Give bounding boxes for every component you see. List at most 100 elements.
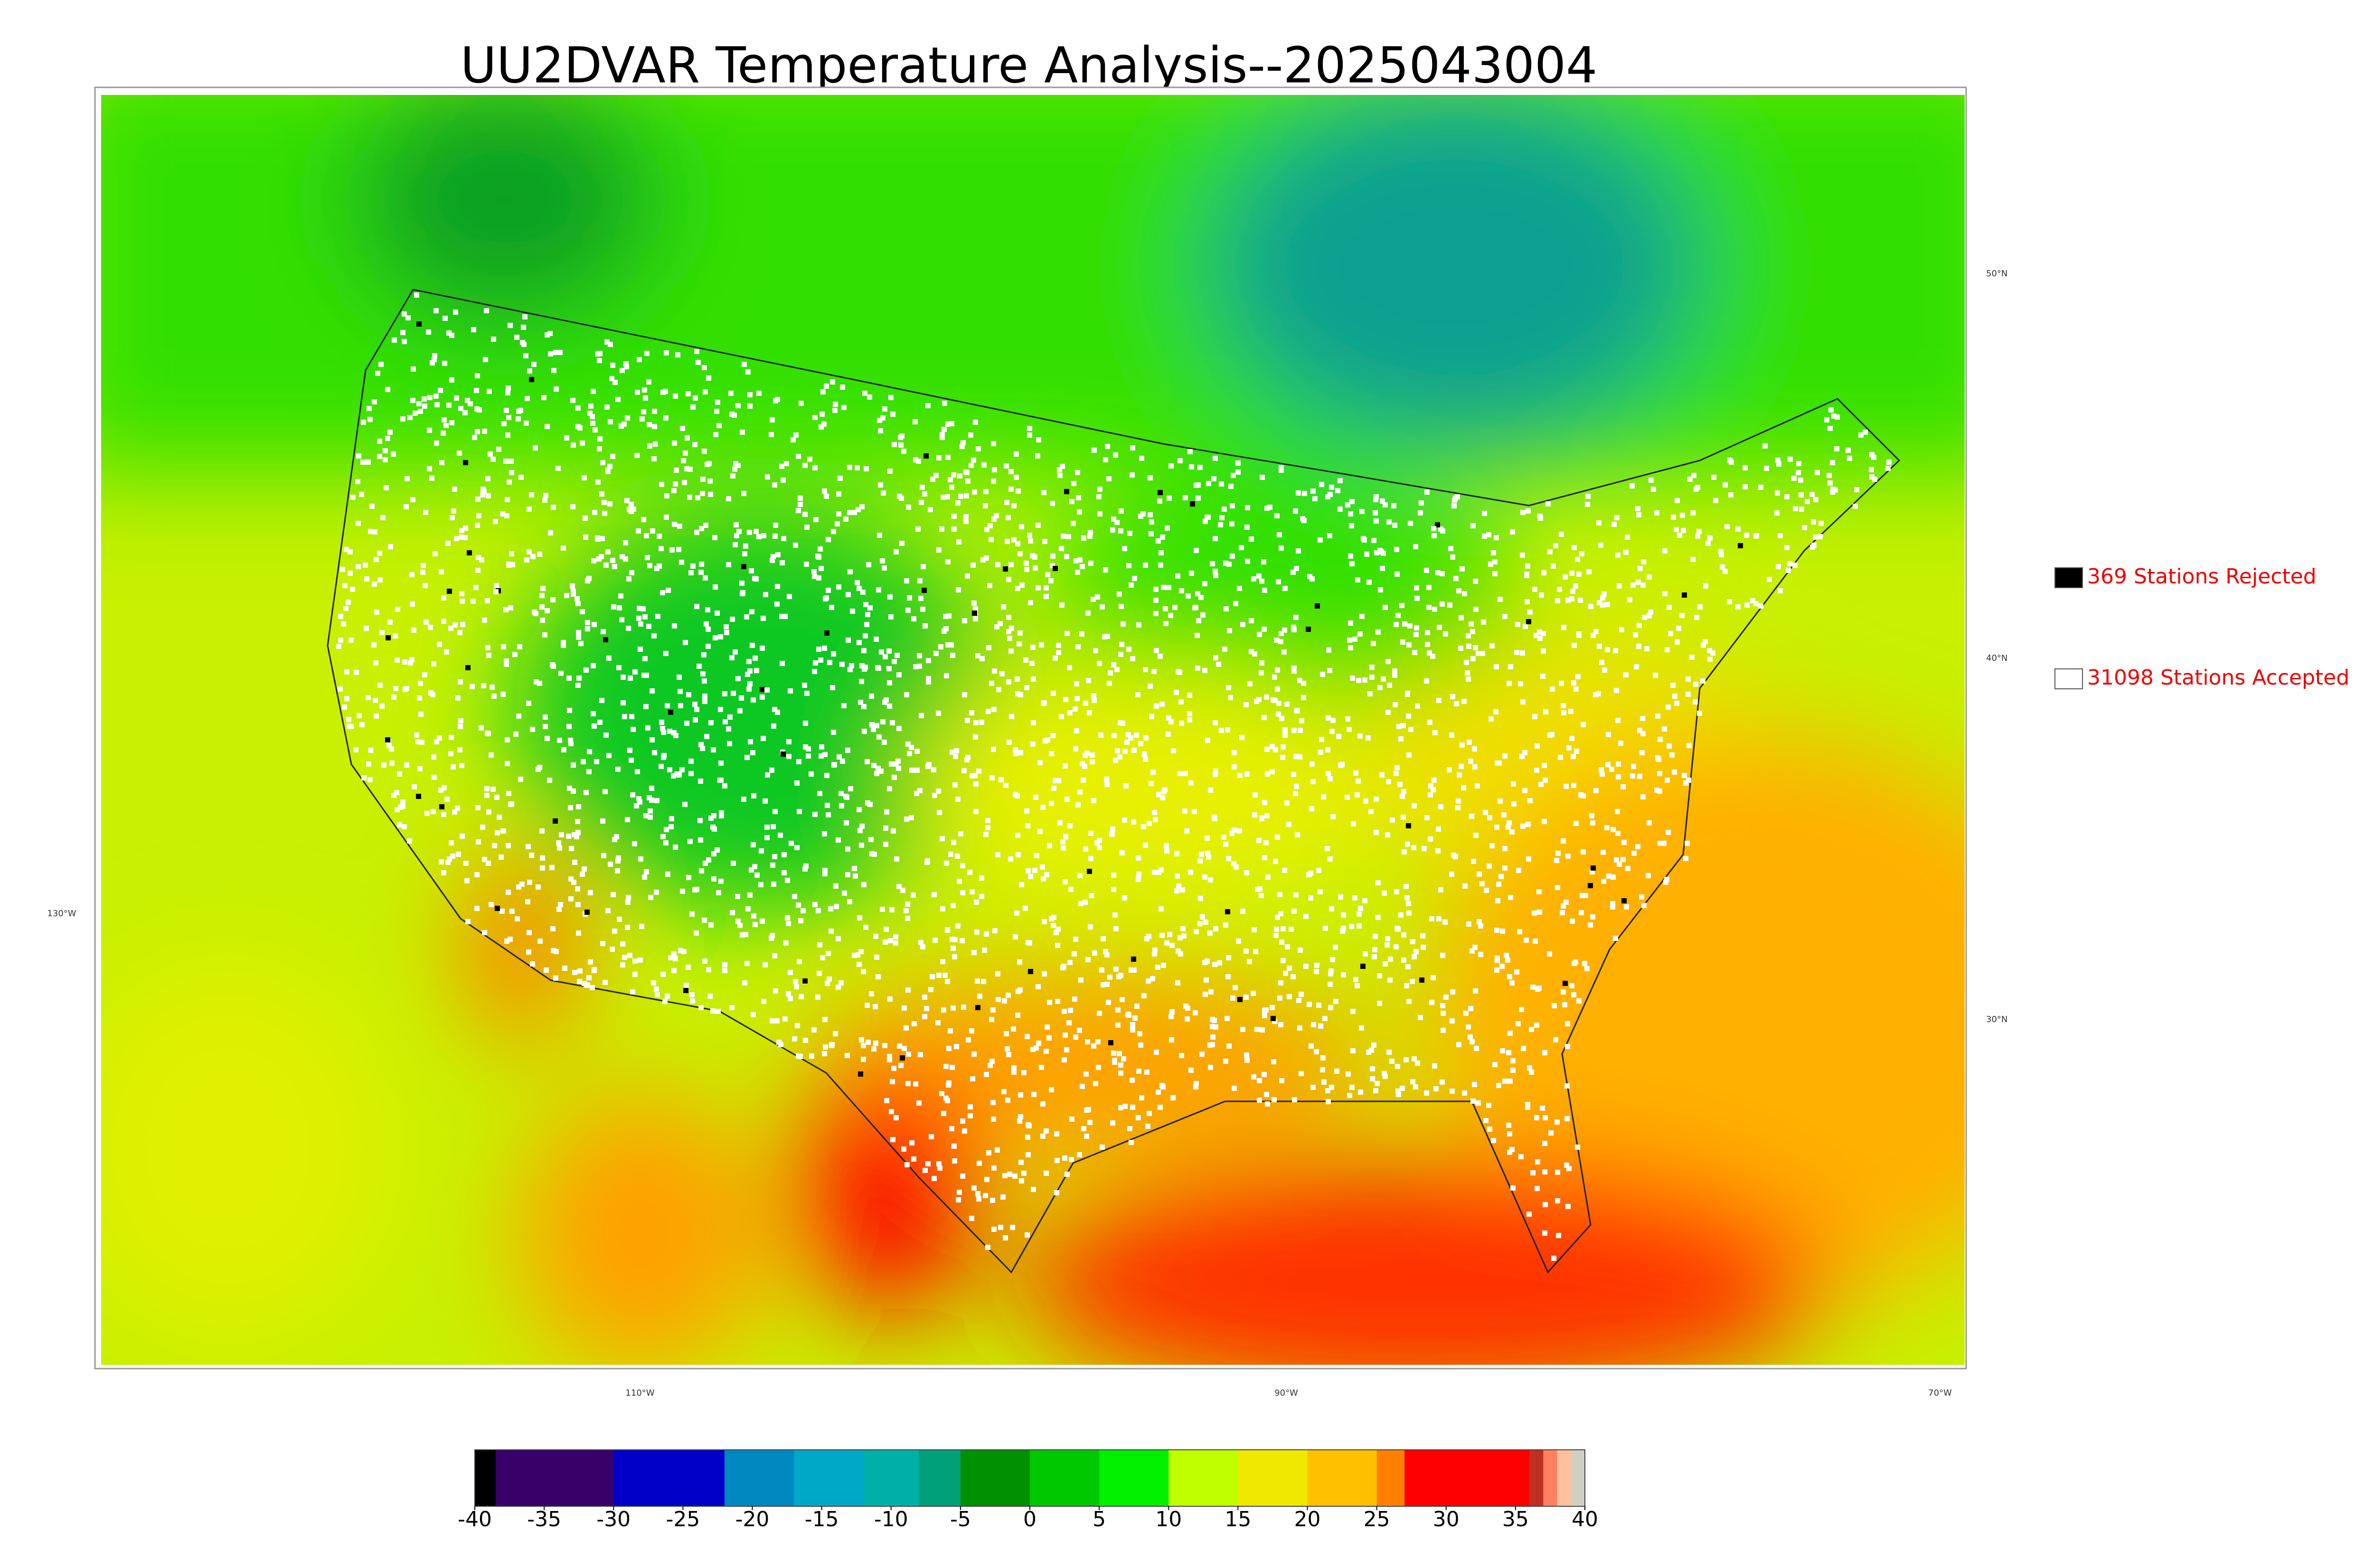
station-dot bbox=[562, 966, 567, 971]
station-dot bbox=[1279, 465, 1284, 470]
station-dot bbox=[718, 707, 723, 712]
station-dot bbox=[948, 477, 953, 482]
station-dot bbox=[1041, 490, 1046, 495]
station-dot bbox=[604, 404, 610, 410]
colorbar-tick-label: 0 bbox=[1023, 1507, 1036, 1531]
station-dot bbox=[384, 485, 389, 490]
station-dot bbox=[690, 404, 696, 410]
station-dot bbox=[491, 694, 497, 699]
station-dot bbox=[1479, 881, 1485, 886]
station-dot bbox=[1494, 967, 1499, 973]
station-dot bbox=[604, 339, 610, 345]
station-dot bbox=[1672, 694, 1677, 699]
station-dot bbox=[857, 915, 862, 920]
station-dot bbox=[1500, 1048, 1505, 1053]
station-dot bbox=[624, 364, 629, 369]
station-dot bbox=[1225, 974, 1231, 979]
station-dot bbox=[890, 1137, 895, 1142]
station-dot bbox=[772, 534, 778, 539]
station-dot bbox=[1297, 1025, 1302, 1031]
station-dot bbox=[733, 542, 738, 547]
station-dot bbox=[918, 940, 923, 945]
station-dot bbox=[564, 593, 569, 598]
station-dot bbox=[951, 526, 957, 532]
station-dot bbox=[474, 388, 479, 393]
station-dot bbox=[551, 948, 556, 953]
station-dot bbox=[1802, 525, 1807, 530]
station-dot bbox=[1492, 571, 1498, 576]
station-dot bbox=[664, 515, 669, 520]
station-dot bbox=[459, 535, 464, 540]
station-dot bbox=[600, 460, 605, 465]
station-dot bbox=[1373, 934, 1378, 939]
station-dot bbox=[878, 482, 883, 488]
station-dot bbox=[732, 413, 737, 418]
station-dot bbox=[1170, 1095, 1176, 1100]
station-dot bbox=[550, 926, 556, 931]
station-dot bbox=[577, 979, 582, 984]
station-dot bbox=[1077, 509, 1082, 515]
station-dot bbox=[570, 583, 575, 589]
station-dot bbox=[590, 421, 595, 426]
station-dot bbox=[1098, 732, 1103, 738]
station-dot bbox=[1418, 1015, 1423, 1020]
station-dot bbox=[385, 737, 390, 742]
station-dot bbox=[873, 934, 878, 939]
station-dot bbox=[698, 1005, 704, 1010]
station-dot bbox=[610, 558, 615, 563]
station-dot bbox=[386, 635, 391, 640]
station-dot bbox=[706, 644, 711, 649]
station-dot bbox=[1135, 692, 1140, 697]
station-dot bbox=[464, 878, 470, 883]
station-dot bbox=[1018, 1114, 1023, 1119]
station-dot bbox=[1075, 570, 1080, 575]
station-dot bbox=[954, 748, 959, 753]
station-dot bbox=[1200, 612, 1206, 618]
station-dot bbox=[592, 622, 597, 627]
station-dot bbox=[1064, 1047, 1069, 1052]
station-dot bbox=[1572, 545, 1577, 550]
station-dot bbox=[1561, 710, 1566, 715]
station-dot bbox=[1074, 681, 1079, 686]
station-dot bbox=[1374, 797, 1379, 802]
station-dot bbox=[1080, 564, 1085, 569]
station-dot bbox=[1366, 580, 1372, 585]
station-dot bbox=[679, 560, 684, 565]
station-dot bbox=[802, 978, 808, 984]
station-dot bbox=[1253, 792, 1258, 798]
station-dot bbox=[911, 1156, 916, 1162]
station-dot bbox=[1349, 924, 1354, 929]
station-dot bbox=[940, 959, 945, 964]
station-dot bbox=[876, 587, 881, 592]
station-dot bbox=[1701, 643, 1706, 648]
station-dot bbox=[760, 687, 765, 692]
station-dot bbox=[490, 457, 496, 462]
station-dot bbox=[1235, 460, 1241, 466]
station-dot bbox=[659, 482, 664, 487]
station-dot bbox=[1394, 572, 1400, 577]
station-dot bbox=[902, 1046, 907, 1051]
station-dot bbox=[1143, 735, 1149, 741]
station-dot bbox=[480, 825, 485, 830]
station-dot bbox=[887, 469, 893, 474]
station-dot bbox=[847, 899, 852, 904]
station-dot bbox=[621, 675, 626, 680]
station-dot bbox=[949, 642, 954, 648]
station-dot bbox=[1282, 732, 1288, 738]
station-dot bbox=[1854, 487, 1859, 492]
station-dot bbox=[458, 679, 463, 685]
station-dot bbox=[1103, 567, 1108, 573]
station-dot bbox=[1335, 488, 1340, 493]
station-dot bbox=[1461, 699, 1467, 704]
station-dot bbox=[1492, 559, 1498, 564]
station-dot bbox=[669, 824, 674, 829]
station-dot bbox=[876, 734, 882, 740]
station-dot bbox=[1156, 538, 1161, 544]
station-dot bbox=[602, 511, 607, 516]
station-dot bbox=[1182, 808, 1187, 814]
station-dot bbox=[1097, 487, 1102, 492]
station-dot bbox=[860, 590, 866, 595]
station-dot bbox=[1400, 639, 1405, 645]
station-dot bbox=[1299, 1071, 1304, 1076]
station-dot bbox=[432, 353, 437, 358]
